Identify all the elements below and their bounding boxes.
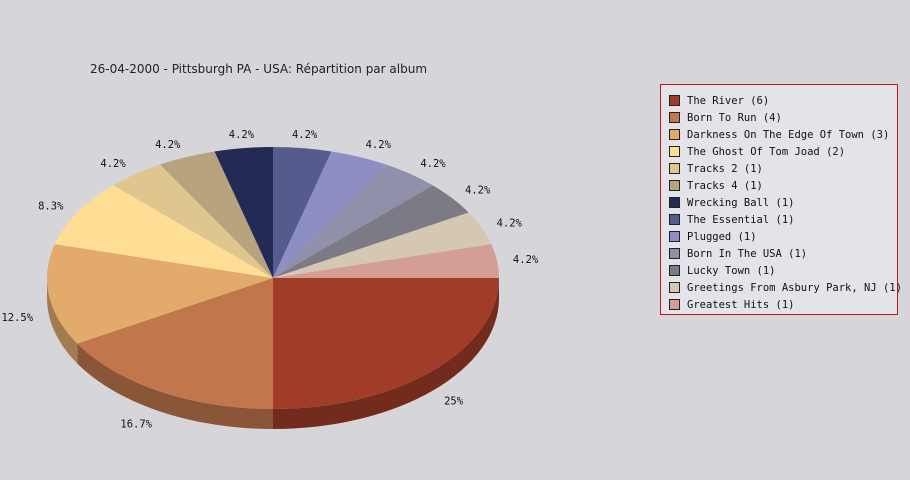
pie-slice-side-0 [273,278,499,429]
chart-title: 26-04-2000 - Pittsburgh PA - USA: Répart… [90,62,428,76]
pie-slice-6 [214,147,273,278]
pie-slice-8 [273,151,386,278]
pie-slice-side-2 [47,278,78,364]
legend-swatch [669,214,680,225]
pie-slice-label-4: 4.2% [100,158,126,170]
legend-item-5: Tracks 4 (1) [669,177,897,194]
pie-slice-label-0: 25% [444,396,464,408]
legend-item-4: Tracks 2 (1) [669,160,897,177]
pie-slice-9 [273,164,433,278]
legend-label: Greatest Hits (1) [687,298,795,311]
legend-label: Plugged (1) [687,230,757,243]
pie-slice-label-7: 4.2% [292,129,318,141]
legend-item-2: Darkness On The Edge Of Town (3) [669,126,897,143]
pie-slice-4 [113,164,273,278]
legend-label: The Ghost Of Tom Joad (2) [687,145,846,158]
legend-item-3: The Ghost Of Tom Joad (2) [669,143,897,160]
legend-label: The Essential (1) [687,213,795,226]
legend-label: Darkness On The Edge Of Town (3) [687,128,890,141]
legend-item-11: Greetings From Asbury Park, NJ (1) [669,279,902,296]
legend-item-8: Plugged (1) [669,228,897,245]
pie-slice-10 [273,185,469,278]
pie-slice-side-1 [77,343,273,429]
pie-slice-label-8: 4.2% [366,139,392,151]
pie-slice-2 [47,244,273,344]
pie-slice-11 [273,212,492,278]
legend-swatch [669,163,680,174]
pie-slice-label-11: 4.2% [497,218,523,230]
legend-swatch [669,129,680,140]
legend-swatch [669,231,680,242]
legend-label: The River (6) [687,94,770,107]
pie-slice-5 [160,151,273,278]
legend-swatch [669,197,680,208]
legend-swatch [669,248,680,259]
legend-swatch [669,112,680,123]
pie-slice-0 [273,278,499,409]
legend-item-0: The River (6) [669,92,897,109]
legend-label: Wrecking Ball (1) [687,196,795,209]
legend-swatch [669,299,680,310]
pie-slice-label-1: 16.7% [120,419,152,431]
pie-slice-label-9: 4.2% [420,158,446,170]
legend-item-10: Lucky Town (1) [669,262,897,279]
pie-slice-12 [273,244,499,278]
pie-slice-label-12: 4.2% [513,254,539,266]
legend-item-12: Greatest Hits (1) [669,296,897,313]
pie-slice-label-10: 4.2% [465,185,491,197]
legend-item-6: Wrecking Ball (1) [669,194,897,211]
legend-swatch [669,180,680,191]
legend-label: Born To Run (4) [687,111,782,124]
legend-swatch [669,282,680,293]
legend-label: Born In The USA (1) [687,247,808,260]
legend-item-9: Born In The USA (1) [669,245,897,262]
pie-slice-label-5: 4.2% [155,139,181,151]
legend-item-7: The Essential (1) [669,211,897,228]
pie-slice-label-6: 4.2% [229,129,255,141]
legend-label: Lucky Town (1) [687,264,776,277]
legend-swatch [669,146,680,157]
pie-slice-3 [54,185,274,278]
pie-slice-7 [273,147,332,278]
pie-slice-label-2: 12.5% [1,312,33,324]
legend-swatch [669,95,680,106]
legend: The River (6) Born To Run (4) Darkness On … [660,84,902,315]
legend-label: Tracks 2 (1) [687,162,763,175]
legend-label: Tracks 4 (1) [687,179,763,192]
legend-label: Greetings From Asbury Park, NJ (1) [687,281,902,294]
legend-item-1: Born To Run (4) [669,109,897,126]
legend-swatch [669,265,680,276]
pie-slice-1 [77,278,273,409]
pie-slice-label-3: 8.3% [38,201,64,213]
